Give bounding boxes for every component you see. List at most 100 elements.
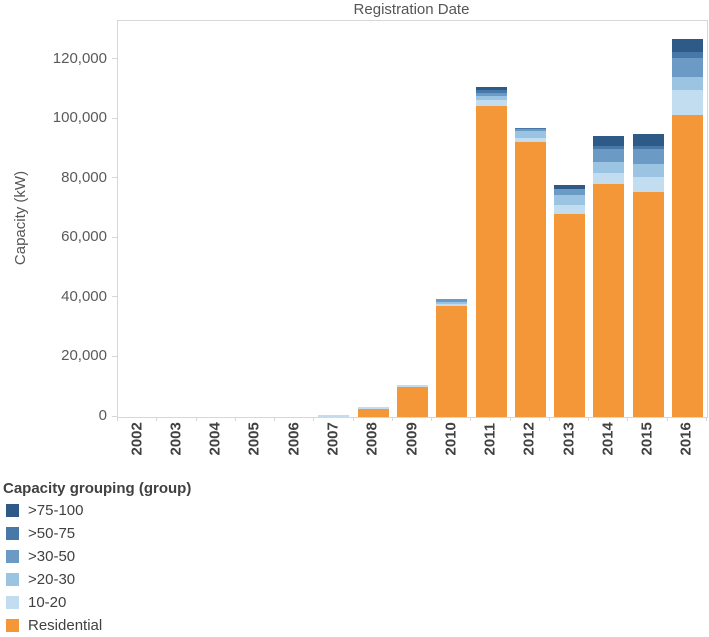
x-tick-mark <box>352 417 354 421</box>
bar-segment-2011->30-50[interactable] <box>475 93 507 97</box>
bar-segment-2015-Residential[interactable] <box>632 191 664 417</box>
bar-segment-2009-10-20[interactable] <box>397 385 428 388</box>
bar-segment-2015-10-20[interactable] <box>632 176 664 192</box>
bar-segment-2010->30-50[interactable] <box>436 298 468 302</box>
x-tick-label-2015: 2015 <box>638 422 656 456</box>
x-tick-mark <box>195 417 197 421</box>
y-tick-mark <box>112 236 117 238</box>
bar-segment-2015->50-75[interactable] <box>632 145 664 150</box>
bar-segment-2010-10-20[interactable] <box>436 304 468 307</box>
x-tick-mark <box>156 417 158 421</box>
bar-segment-2012->30-50[interactable] <box>514 128 546 131</box>
bar-2007[interactable] <box>318 414 350 417</box>
legend-item-label: >75-100 <box>28 502 84 519</box>
bar-segment-2014-Residential[interactable] <box>593 184 625 417</box>
x-tick-label-2013: 2013 <box>560 422 578 456</box>
bar-segment-2012-Residential[interactable] <box>514 142 546 417</box>
bar-segment-2013->20-30[interactable] <box>554 195 586 206</box>
bar-2015[interactable] <box>632 133 664 417</box>
x-tick-label-2012: 2012 <box>520 422 538 456</box>
bar-segment-2014->75-100[interactable] <box>593 135 625 146</box>
x-tick-label-2014: 2014 <box>599 422 617 456</box>
bar-2014[interactable] <box>593 135 625 417</box>
bar-segment-2016->30-50[interactable] <box>671 57 703 77</box>
y-tick-mark <box>112 177 117 179</box>
y-tick-label: 120,000 <box>52 49 107 67</box>
y-tick-label: 100,000 <box>52 109 107 127</box>
y-tick-label: 20,000 <box>61 347 107 365</box>
bar-segment-2013-Residential[interactable] <box>554 213 586 417</box>
legend: Capacity grouping (group) >75-100 >50-75 >… <box>3 478 303 637</box>
bar-segment-2011-10-20[interactable] <box>475 99 507 107</box>
bar-segment-2013->75-100[interactable] <box>554 185 586 189</box>
bar-segment-2011->50-75[interactable] <box>475 89 507 94</box>
bar-segment-2015->30-50[interactable] <box>632 149 664 165</box>
x-tick-mark <box>391 417 393 421</box>
bar-segment-2008-10-20[interactable] <box>357 406 389 409</box>
bar-segment-2015->20-30[interactable] <box>632 164 664 177</box>
x-tick-mark <box>706 417 707 421</box>
legend-item--30-50[interactable]: >30-50 <box>3 545 303 568</box>
x-tick-label-2006: 2006 <box>285 422 303 456</box>
x-tick-mark <box>431 417 433 421</box>
x-tick-label-2016: 2016 <box>677 422 695 456</box>
bar-2011[interactable] <box>475 86 507 417</box>
bar-segment-2016-10-20[interactable] <box>671 89 703 115</box>
legend-title: Capacity grouping (group) <box>3 480 192 497</box>
bar-segment-2016->75-100[interactable] <box>671 38 703 52</box>
bar-segment-2011->75-100[interactable] <box>475 86 507 90</box>
x-tick-mark <box>548 417 550 421</box>
bar-segment-2014->20-30[interactable] <box>593 161 625 174</box>
bar-segment-2011-Residential[interactable] <box>475 106 507 417</box>
bar-segment-2016->20-30[interactable] <box>671 76 703 90</box>
bar-2010[interactable] <box>436 298 468 417</box>
x-tick-label-2005: 2005 <box>245 422 263 456</box>
y-tick-label: 40,000 <box>61 287 107 305</box>
legend-item-label: Residential <box>28 617 103 634</box>
y-tick-mark <box>112 296 117 298</box>
bar-2009[interactable] <box>397 385 428 417</box>
bar-segment-2014->50-75[interactable] <box>593 145 625 149</box>
bar-segment-2012->20-30[interactable] <box>514 130 546 138</box>
bar-segment-2016->50-75[interactable] <box>671 51 703 58</box>
bar-segment-2012-10-20[interactable] <box>514 137 546 143</box>
bar-segment-2014->30-50[interactable] <box>593 148 625 162</box>
x-tick-mark <box>313 417 315 421</box>
x-tick-mark <box>666 417 668 421</box>
bar-segment-2009-Residential[interactable] <box>397 387 428 417</box>
y-tick-mark <box>112 117 117 119</box>
bar-2016[interactable] <box>671 38 703 417</box>
x-tick-mark <box>509 417 511 421</box>
legend-item--20-30[interactable]: >20-30 <box>3 568 303 591</box>
chart-title: Registration Date <box>353 1 470 18</box>
bar-segment-2007-10-20[interactable] <box>318 414 350 417</box>
bar-segment-2014-10-20[interactable] <box>593 173 625 185</box>
legend-item-residential[interactable]: Residential <box>3 614 303 637</box>
bar-segment-2010-Residential[interactable] <box>436 306 468 417</box>
x-tick-mark <box>234 417 236 421</box>
legend-swatch-icon <box>6 527 19 540</box>
x-tick-label-2007: 2007 <box>324 422 342 456</box>
bar-2012[interactable] <box>514 127 546 417</box>
legend-item-10-20[interactable]: 10-20 <box>3 591 303 614</box>
x-tick-mark <box>627 417 629 421</box>
bar-segment-2011->20-30[interactable] <box>475 96 507 100</box>
bar-segment-2013->30-50[interactable] <box>554 188 586 196</box>
bar-segment-2016-Residential[interactable] <box>671 114 703 417</box>
legend-item--50-75[interactable]: >50-75 <box>3 522 303 545</box>
bar-segment-2013-10-20[interactable] <box>554 205 586 214</box>
legend-swatch-icon <box>6 596 19 609</box>
x-tick-mark <box>470 417 472 421</box>
y-tick-label: 60,000 <box>61 228 107 246</box>
legend-swatch-icon <box>6 550 19 563</box>
bar-2013[interactable] <box>554 185 586 417</box>
bar-segment-2012->50-75[interactable] <box>514 127 546 129</box>
x-tick-label-2011: 2011 <box>481 422 499 456</box>
y-tick-label: 80,000 <box>61 168 107 186</box>
bar-segment-2010->20-30[interactable] <box>436 301 468 305</box>
bar-2008[interactable] <box>357 406 389 417</box>
bar-segment-2015->75-100[interactable] <box>632 133 664 146</box>
legend-item--75-100[interactable]: >75-100 <box>3 499 303 522</box>
legend-swatch-icon <box>6 619 19 632</box>
bar-segment-2008-Residential[interactable] <box>357 408 389 417</box>
